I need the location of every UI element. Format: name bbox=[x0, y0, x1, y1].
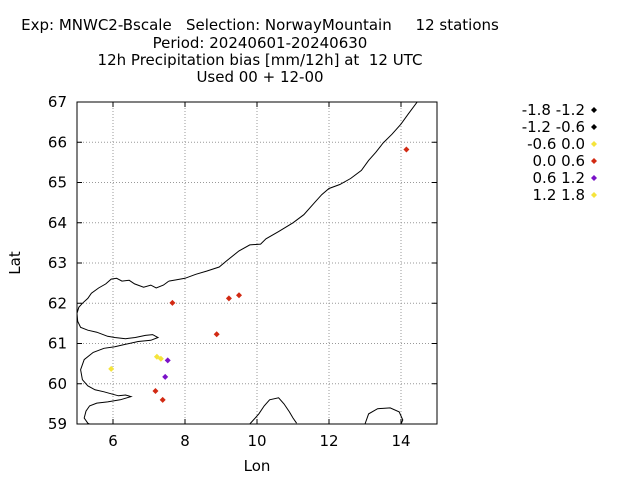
chart-title-line-3: 12h Precipitation bias [mm/12h] at 12 UT… bbox=[97, 51, 423, 69]
x-axis-label: Lon bbox=[244, 457, 271, 475]
y-tick-label: 67 bbox=[48, 93, 67, 111]
chart-title-line-4: Used 00 + 12-00 bbox=[196, 68, 324, 86]
chart-title-line-2: Period: 20240601-20240630 bbox=[152, 34, 368, 52]
y-tick-label: 65 bbox=[48, 174, 67, 192]
data-points bbox=[108, 146, 410, 403]
coastline bbox=[364, 407, 404, 424]
grid bbox=[77, 102, 437, 424]
chart-title-line-1: Exp: MNWC2-Bscale Selection: NorwayMount… bbox=[21, 16, 499, 34]
legend-label: -0.6 0.0 bbox=[527, 135, 585, 153]
coastline bbox=[249, 397, 298, 424]
legend-label: -1.2 -0.6 bbox=[522, 118, 585, 136]
x-tick-label: 10 bbox=[247, 432, 266, 450]
legend-label: 0.0 0.6 bbox=[533, 152, 585, 170]
y-tick-label: 59 bbox=[48, 415, 67, 433]
data-point bbox=[164, 357, 171, 364]
y-tick-label: 64 bbox=[48, 214, 67, 232]
data-point bbox=[152, 387, 159, 394]
x-tick-label: 14 bbox=[391, 432, 410, 450]
legend: -1.8 -1.2-1.2 -0.6-0.6 0.00.0 0.60.6 1.2… bbox=[522, 101, 597, 204]
legend-label: 0.6 1.2 bbox=[533, 169, 585, 187]
data-point bbox=[213, 331, 220, 338]
y-tick-label: 63 bbox=[48, 254, 67, 272]
legend-marker bbox=[591, 124, 597, 130]
legend-marker bbox=[591, 141, 597, 147]
data-point bbox=[403, 146, 410, 153]
y-tick-label: 61 bbox=[48, 335, 67, 353]
data-point bbox=[159, 396, 166, 403]
data-point bbox=[169, 299, 176, 306]
data-point bbox=[157, 355, 164, 362]
x-tick-label: 6 bbox=[108, 432, 118, 450]
y-axis-label: Lat bbox=[6, 251, 24, 275]
y-tick-label: 66 bbox=[48, 133, 67, 151]
data-point bbox=[162, 373, 169, 380]
coastline bbox=[168, 102, 418, 282]
legend-marker bbox=[591, 192, 597, 198]
data-point bbox=[108, 365, 115, 372]
x-tick-label: 12 bbox=[319, 432, 338, 450]
coastline bbox=[77, 277, 170, 424]
legend-label: -1.8 -1.2 bbox=[522, 101, 585, 119]
coastline-map bbox=[77, 102, 418, 424]
legend-marker bbox=[591, 107, 597, 113]
data-point bbox=[236, 292, 242, 299]
y-tick-label: 60 bbox=[48, 375, 67, 393]
legend-marker bbox=[591, 175, 597, 181]
data-point bbox=[225, 295, 232, 302]
axis-ticks: 6 8 10 12 14 59 60 61 62 63 64 65 66 67 bbox=[48, 93, 437, 450]
legend-marker bbox=[591, 158, 597, 164]
legend-label: 1.2 1.8 bbox=[533, 186, 585, 204]
y-tick-label: 62 bbox=[48, 294, 67, 312]
x-tick-label: 8 bbox=[180, 432, 190, 450]
